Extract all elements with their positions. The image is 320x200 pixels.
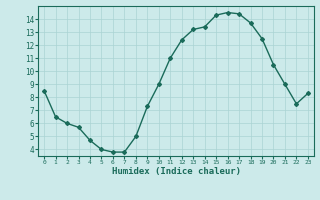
X-axis label: Humidex (Indice chaleur): Humidex (Indice chaleur): [111, 167, 241, 176]
